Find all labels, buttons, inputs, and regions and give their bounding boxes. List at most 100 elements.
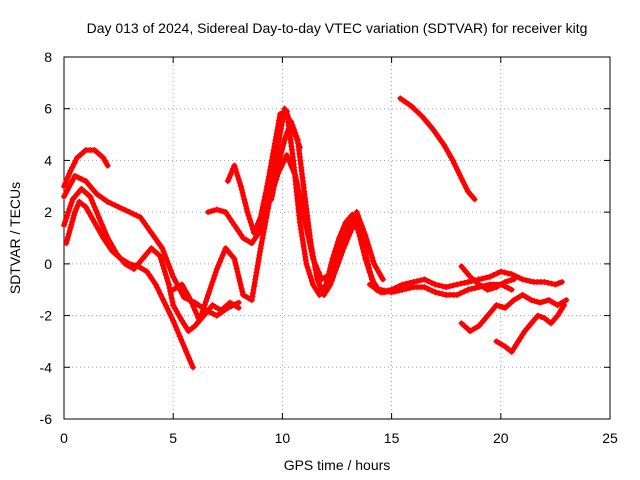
data-point xyxy=(148,275,155,282)
data-point xyxy=(408,103,415,110)
data-point xyxy=(454,166,461,173)
data-point xyxy=(126,260,133,267)
data-point xyxy=(255,255,262,262)
data-point xyxy=(513,341,520,348)
data-point xyxy=(209,278,216,285)
data-point xyxy=(218,307,225,314)
data-point xyxy=(280,139,287,146)
data-point xyxy=(499,303,506,310)
data-point xyxy=(71,209,78,216)
data-point xyxy=(164,257,171,264)
data-point xyxy=(252,272,259,279)
data-point xyxy=(327,265,334,272)
data-point xyxy=(82,203,89,210)
data-point xyxy=(348,226,355,233)
series-arc-4 xyxy=(63,198,196,371)
data-point xyxy=(276,117,283,124)
data-point xyxy=(320,291,327,298)
data-point xyxy=(101,157,108,164)
data-point xyxy=(97,217,104,224)
data-point xyxy=(273,130,280,137)
data-point xyxy=(224,302,231,309)
data-point xyxy=(161,268,168,275)
data-point xyxy=(167,311,174,318)
data-point xyxy=(252,276,259,283)
data-point xyxy=(318,285,325,292)
data-point xyxy=(158,293,165,300)
x-tick-label: 20 xyxy=(493,430,509,446)
data-point xyxy=(71,172,78,179)
data-point xyxy=(168,295,175,302)
data-point xyxy=(180,342,187,349)
data-point xyxy=(446,283,453,290)
data-point xyxy=(61,183,67,190)
data-point xyxy=(473,278,480,285)
data-point xyxy=(334,263,340,270)
data-point xyxy=(232,166,239,173)
data-point xyxy=(200,304,207,311)
data-point xyxy=(436,135,443,142)
data-point xyxy=(157,253,164,260)
data-point xyxy=(192,307,199,314)
data-point xyxy=(224,212,231,219)
data-point xyxy=(215,262,222,269)
data-point xyxy=(162,254,169,261)
data-point xyxy=(256,252,263,259)
x-tick-label: 5 xyxy=(169,430,177,446)
series-arc-11 xyxy=(397,95,478,203)
data-point xyxy=(196,317,203,324)
data-point xyxy=(538,313,545,320)
data-point xyxy=(248,240,255,247)
data-point xyxy=(558,305,565,312)
data-point xyxy=(143,268,150,275)
data-point xyxy=(399,286,406,293)
data-point xyxy=(184,351,191,358)
data-point xyxy=(218,255,225,262)
data-point xyxy=(338,228,345,235)
data-point xyxy=(221,248,228,255)
data-point xyxy=(277,110,284,117)
data-point xyxy=(72,158,79,165)
data-point xyxy=(189,300,196,307)
data-point xyxy=(358,233,365,240)
data-point xyxy=(279,146,286,153)
data-point xyxy=(173,308,180,315)
x-tick-label: 0 xyxy=(60,430,68,446)
data-point xyxy=(336,256,343,263)
data-point xyxy=(237,183,244,190)
data-point xyxy=(452,163,459,170)
data-point xyxy=(201,301,208,308)
data-point xyxy=(428,279,435,286)
data-point xyxy=(165,261,172,268)
data-point xyxy=(331,270,338,277)
data-point xyxy=(143,223,150,230)
data-point xyxy=(79,149,86,156)
data-point xyxy=(168,270,175,277)
data-point xyxy=(187,358,194,365)
data-point xyxy=(379,276,386,283)
data-point xyxy=(103,160,110,167)
data-point xyxy=(486,273,493,280)
plot-frame xyxy=(63,56,611,420)
data-point xyxy=(274,124,281,131)
data-point xyxy=(309,281,316,288)
data-point xyxy=(425,278,431,285)
data-point xyxy=(365,265,372,272)
data-point xyxy=(231,222,238,229)
data-point xyxy=(95,214,102,221)
data-point xyxy=(66,205,73,212)
data-point xyxy=(403,285,410,292)
data-point xyxy=(242,202,249,209)
data-point xyxy=(197,314,204,321)
data-point xyxy=(306,271,313,278)
data-point xyxy=(87,193,94,200)
data-point xyxy=(441,141,448,148)
data-point xyxy=(178,281,185,288)
data-point xyxy=(255,259,262,266)
data-point xyxy=(277,152,284,159)
data-point xyxy=(199,308,206,315)
data-point xyxy=(432,289,439,296)
data-point xyxy=(312,266,319,273)
data-point xyxy=(471,196,478,203)
data-point xyxy=(154,284,161,291)
